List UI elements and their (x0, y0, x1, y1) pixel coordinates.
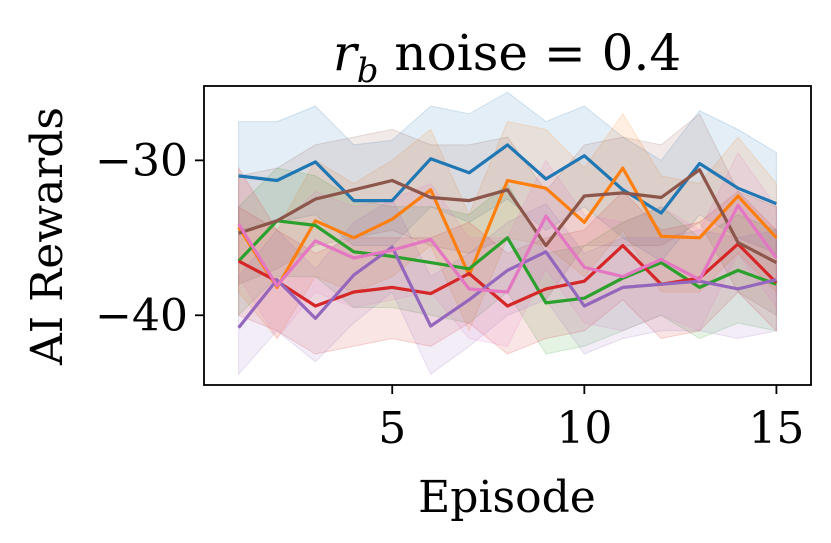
series-line-pink (237, 203, 778, 294)
y-tick-label: −30 (95, 135, 188, 186)
chart-title-variable: r (333, 24, 360, 82)
band-green (238, 167, 777, 355)
band-purple (238, 198, 777, 376)
series-line-brown (238, 168, 778, 265)
band-pink (238, 151, 777, 347)
x-axis-ticks: 5 10 15 (378, 385, 804, 454)
x-tick-label: 15 (748, 403, 804, 454)
plot-area-frame (203, 85, 812, 386)
y-axis-label: AI Rewards (22, 107, 73, 366)
x-tick-label: 5 (378, 403, 406, 454)
chart-title-subscript: b (357, 51, 379, 91)
y-tick-label: −40 (95, 290, 188, 341)
confidence-bands (238, 91, 777, 376)
x-axis-label: Episode (418, 472, 596, 523)
chart-title-rest: noise = 0.4 (379, 24, 682, 82)
x-tick-label: 10 (556, 403, 612, 454)
chart-title: rb noise = 0.4 (333, 24, 681, 91)
band-brown (238, 113, 777, 317)
series-line-purple (237, 245, 777, 329)
series-line-orange (237, 166, 778, 289)
series-line-red (237, 242, 778, 308)
y-axis-ticks: −40 −30 (95, 135, 204, 341)
band-orange (238, 112, 777, 340)
series-lines (237, 143, 778, 329)
